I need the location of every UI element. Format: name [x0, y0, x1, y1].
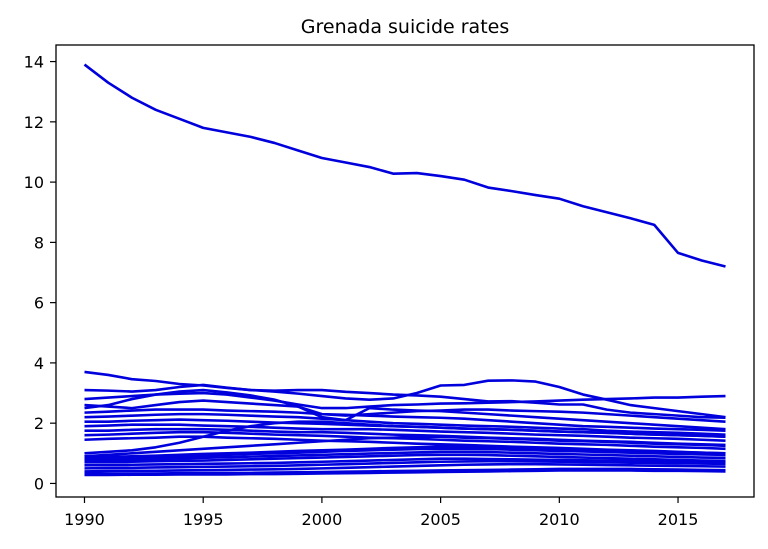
series-line-21: [84, 459, 726, 470]
y-tick-label: 14: [24, 53, 44, 72]
series-line-17: [84, 447, 726, 461]
y-tick-label: 4: [34, 354, 44, 373]
series-line-10: [84, 423, 726, 442]
series-line-14: [84, 420, 726, 455]
series-line-3: [84, 383, 726, 420]
x-tick-label: 2015: [658, 510, 699, 529]
y-tick-label: 8: [34, 233, 44, 252]
series-line-24: [84, 469, 726, 477]
series-line-19: [84, 453, 726, 464]
plot-frame: [55, 44, 755, 498]
series-line-20: [84, 457, 726, 467]
y-tick-label: 2: [34, 414, 44, 433]
series-line-7: [84, 408, 726, 433]
chart-title: Grenada suicide rates: [301, 16, 509, 38]
x-tick-label: 2005: [420, 510, 461, 529]
series-line-8: [84, 412, 726, 436]
series-line-15: [84, 435, 726, 458]
x-tick-label: 2000: [302, 510, 343, 529]
y-tick-label: 0: [34, 474, 44, 493]
series-line-18: [84, 450, 726, 463]
x-axis: 1990 1995 2000 2005 2010 2015: [64, 497, 698, 529]
series-line-22: [84, 462, 726, 473]
x-tick-label: 2010: [539, 510, 580, 529]
y-tick-label: 10: [24, 173, 44, 192]
series-line-4: [84, 391, 726, 410]
series-line-1: [83, 63, 726, 268]
series-line-6: [84, 399, 726, 431]
x-tick-label: 1990: [64, 510, 105, 529]
series-line-16: [84, 445, 726, 460]
y-tick-label: 6: [34, 294, 44, 313]
series-line-12: [84, 430, 726, 451]
y-axis: 0 2 4 6 8 10 12 14: [24, 53, 56, 493]
series-layer: [83, 63, 726, 477]
x-tick-label: 1995: [183, 510, 224, 529]
y-tick-label: 12: [24, 113, 44, 132]
series-line-5: [84, 388, 726, 423]
